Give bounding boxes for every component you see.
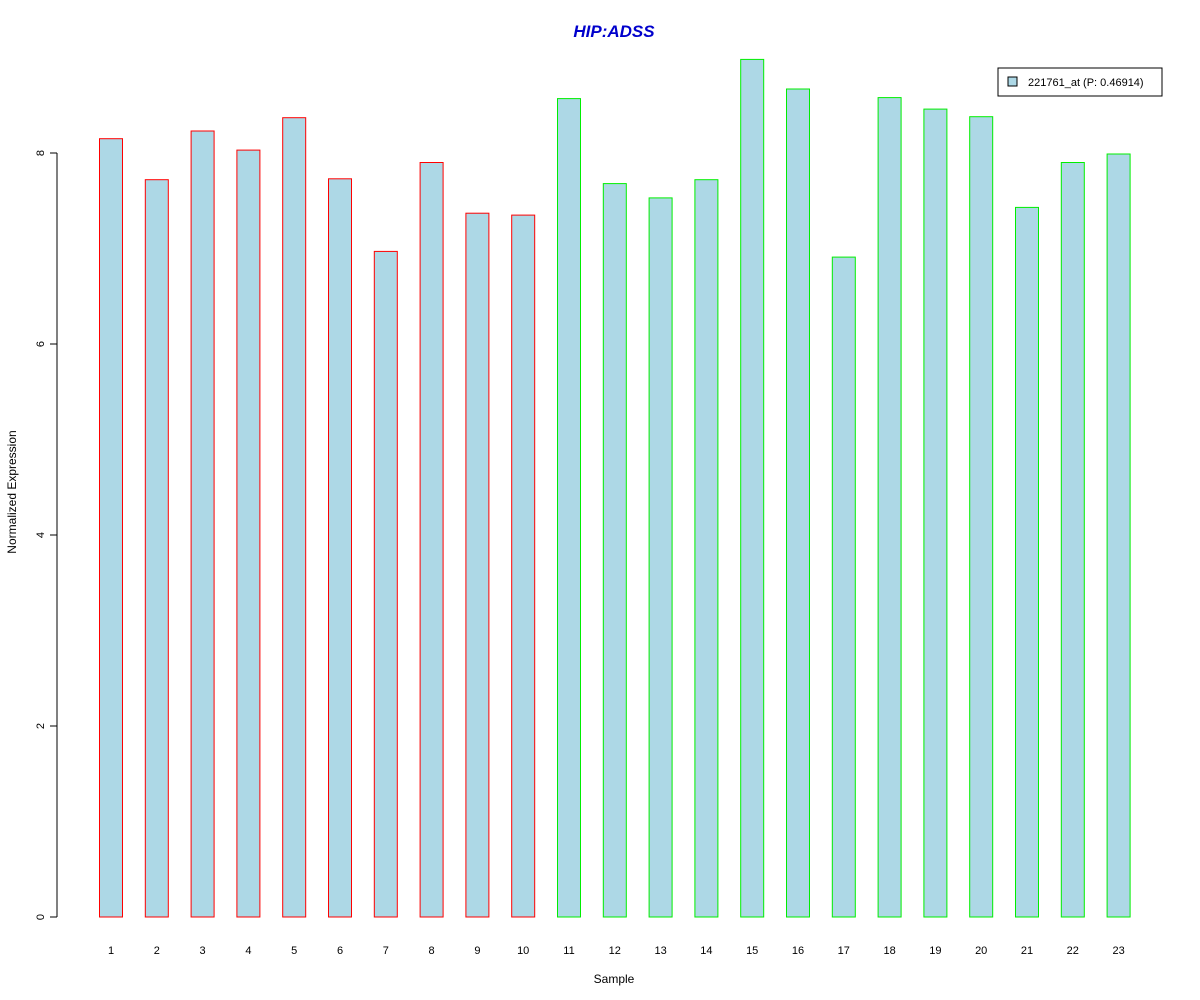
bar-sample-8 [419, 162, 444, 918]
bar-sample-12 [602, 183, 627, 918]
legend-label: 221761_at (P: 0.46914) [1028, 77, 1144, 89]
x-tick-label: 21 [1021, 945, 1033, 957]
x-tick-label: 8 [429, 945, 435, 957]
x-tick-labels: 1 2 3 4 5 6 7 8 9 10 11 12 13 14 15 16 17 18 19 20 21 22 23 [108, 945, 1125, 957]
x-tick-label: 23 [1112, 945, 1124, 957]
x-tick-label: 2 [154, 945, 160, 957]
bar-sample-17 [831, 256, 856, 918]
bar-sample-2 [144, 179, 169, 918]
x-tick-label: 19 [929, 945, 941, 957]
x-axis-label: Sample [594, 972, 635, 986]
bar-sample-5 [282, 117, 307, 918]
x-tick-label: 6 [337, 945, 343, 957]
legend: 221761_at (P: 0.46914) [997, 67, 1163, 97]
chart-title: HIP:ADSS [573, 22, 655, 41]
legend-box [997, 67, 1163, 97]
x-tick-label: 15 [746, 945, 758, 957]
bar-sample-7 [373, 250, 398, 918]
x-tick-label: 1 [108, 945, 114, 957]
x-tick-label: 13 [654, 945, 666, 957]
bar-sample-18 [877, 97, 902, 918]
bar-sample-6 [328, 178, 352, 918]
bar-sample-19 [923, 108, 948, 918]
x-tick-label: 3 [200, 945, 206, 957]
y-tick-label: 4 [35, 532, 47, 538]
x-tick-label: 18 [883, 945, 895, 957]
y-tick-label: 2 [35, 723, 47, 729]
bar-sample-10 [511, 214, 536, 918]
bar-sample-23 [1106, 153, 1131, 918]
x-tick-label: 10 [517, 945, 529, 957]
x-tick-label: 14 [700, 945, 712, 957]
bar-sample-21 [1015, 206, 1039, 918]
bar-sample-9 [465, 212, 490, 918]
y-axis-label: Normalized Expression [5, 430, 19, 553]
x-tick-label: 17 [838, 945, 850, 957]
x-tick-label: 11 [563, 945, 574, 957]
x-tick-label: 9 [474, 945, 480, 957]
bars-group [99, 58, 1131, 918]
bar-sample-13 [648, 197, 673, 918]
bar-sample-1 [99, 138, 123, 918]
x-tick-label: 4 [245, 945, 251, 957]
y-tick-label: 8 [35, 150, 47, 156]
x-tick-label: 5 [291, 945, 297, 957]
x-tick-label: 20 [975, 945, 987, 957]
y-tick-label: 0 [35, 914, 47, 920]
bar-sample-16 [786, 88, 810, 918]
bar-sample-20 [969, 116, 994, 918]
bar-sample-11 [557, 98, 581, 918]
x-tick-label: 12 [609, 945, 621, 957]
x-tick-label: 16 [792, 945, 804, 957]
x-tick-label: 7 [383, 945, 389, 957]
bar-sample-4 [236, 149, 261, 918]
bar-sample-22 [1060, 162, 1085, 918]
bar-sample-3 [190, 130, 215, 918]
bar-sample-14 [694, 179, 719, 918]
legend-swatch [1007, 76, 1018, 87]
y-axis: 0 2 4 6 8 [35, 150, 58, 920]
bar-sample-15 [740, 58, 765, 918]
y-tick-label: 6 [35, 341, 47, 347]
x-tick-label: 22 [1067, 945, 1079, 957]
